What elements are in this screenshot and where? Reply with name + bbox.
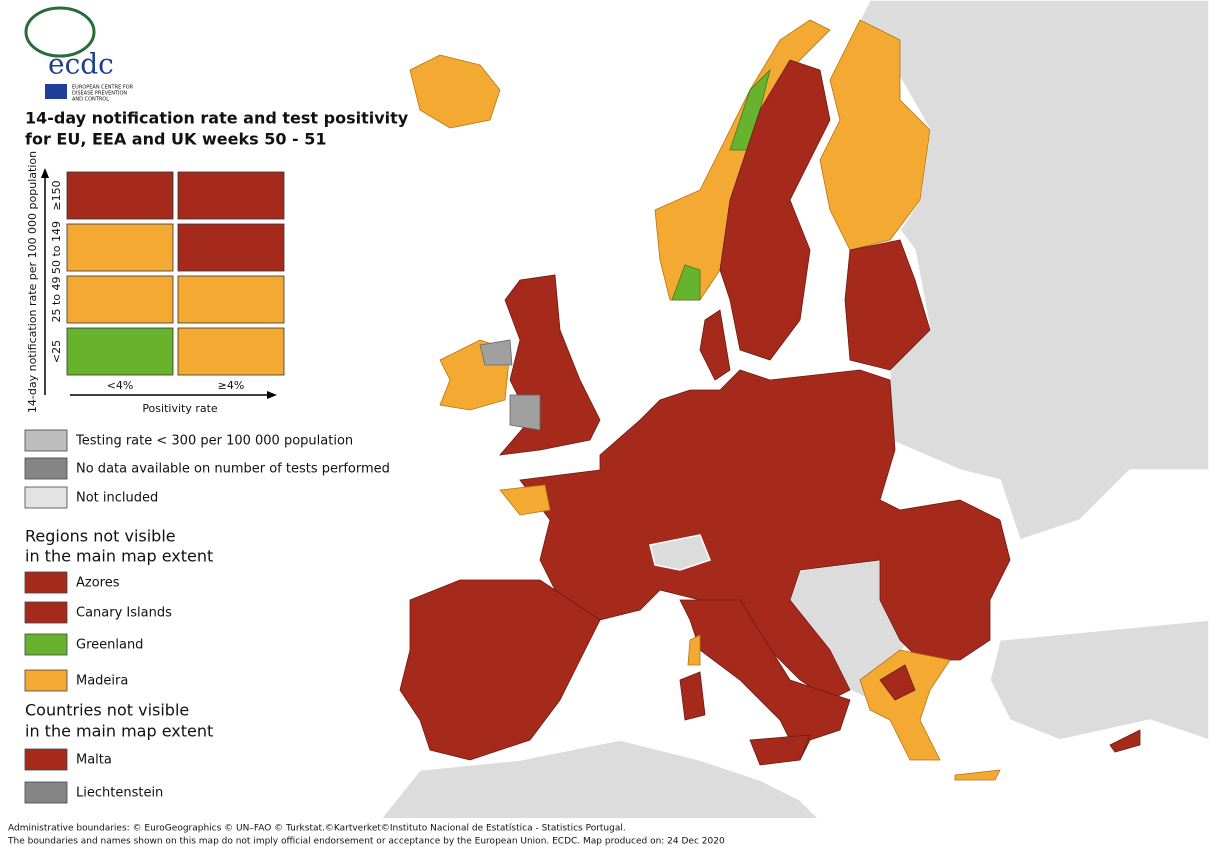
section-heading: in the main map extent [25, 547, 213, 566]
legend-swatch [24, 748, 68, 771]
legend-label: No data available on number of tests per… [76, 462, 390, 477]
row-label: 25 to 49 [50, 276, 63, 322]
column-label: ≥4% [218, 379, 245, 392]
logo-caption: EUROPEAN CENTRE FOR [72, 85, 134, 91]
legend-label: Canary Islands [76, 606, 172, 621]
footer-band [0, 818, 1209, 847]
legend-swatch [24, 429, 68, 452]
land-not-included [378, 739, 822, 821]
legend-swatch [24, 633, 68, 656]
land-not-included [989, 619, 1209, 741]
row-label: <25 [50, 340, 63, 363]
legend-swatch [24, 571, 68, 594]
region-low-testing [509, 394, 541, 431]
footer: Administrative boundaries: © EuroGeograp… [8, 824, 626, 834]
logo-caption: AND CONTROL [72, 97, 109, 103]
logo-text: ecdc [48, 48, 114, 81]
column-label: <4% [107, 379, 134, 392]
y-axis-label: 14-day notification rate per 100 000 pop… [26, 151, 39, 413]
legend-swatch [24, 457, 68, 480]
row-label: 50 to 149 [50, 221, 63, 274]
switzerland [649, 534, 711, 571]
eu-flag [45, 84, 67, 99]
matrix-cell [66, 275, 174, 324]
region [499, 484, 551, 516]
legend-swatch [24, 601, 68, 624]
section-heading: Countries not visible [25, 701, 189, 720]
region [719, 59, 831, 361]
matrix-cell [177, 327, 285, 376]
legend-swatch [24, 669, 68, 692]
region [859, 649, 951, 761]
legend-label: Madeira [76, 674, 128, 689]
section-heading: in the main map extent [25, 722, 213, 741]
legend-label: Greenland [76, 638, 143, 653]
footer: The boundaries and names shown on this m… [7, 837, 725, 847]
matrix: 14-day notification rate per 100 000 pop… [26, 151, 285, 415]
matrix-cell [66, 171, 174, 220]
legend-label: Azores [76, 576, 120, 591]
section-heading: Regions not visible [25, 527, 176, 546]
matrix-cell [177, 171, 285, 220]
region-low-testing [479, 339, 513, 366]
region [687, 634, 701, 666]
legend-label: Testing rate < 300 per 100 000 populatio… [75, 434, 353, 449]
legend-swatch [24, 486, 68, 509]
region [844, 239, 931, 371]
region [409, 54, 501, 129]
matrix-cell [66, 223, 174, 272]
region [749, 734, 811, 766]
legend-swatch [24, 781, 68, 804]
region [1109, 729, 1141, 753]
logo: ecdc EUROPEAN CENTRE FOR DISEASE PREVENT… [24, 6, 134, 103]
region [399, 579, 601, 761]
logo-globe [24, 6, 96, 58]
region [819, 19, 931, 251]
matrix-cell [177, 223, 285, 272]
region [954, 769, 1001, 781]
arrow-head [41, 168, 49, 178]
legend-label: Not included [76, 491, 158, 506]
row-label: ≥150 [50, 180, 63, 210]
legend: Testing rate < 300 per 100 000 populatio… [24, 429, 390, 804]
legend-label: Malta [76, 753, 112, 768]
matrix-cell [177, 275, 285, 324]
region [671, 264, 701, 301]
logo-caption: DISEASE PREVENTION [72, 91, 127, 97]
legend-label: Liechtenstein [76, 786, 163, 801]
region [879, 664, 916, 701]
arrow-head [267, 391, 277, 399]
title: for EU, EEA and UK weeks 50 - 51 [25, 130, 327, 149]
region [679, 671, 706, 721]
region [699, 309, 731, 381]
title: 14-day notification rate and test positi… [25, 109, 409, 128]
x-axis-label: Positivity rate [142, 402, 218, 415]
matrix-cell [66, 327, 174, 376]
